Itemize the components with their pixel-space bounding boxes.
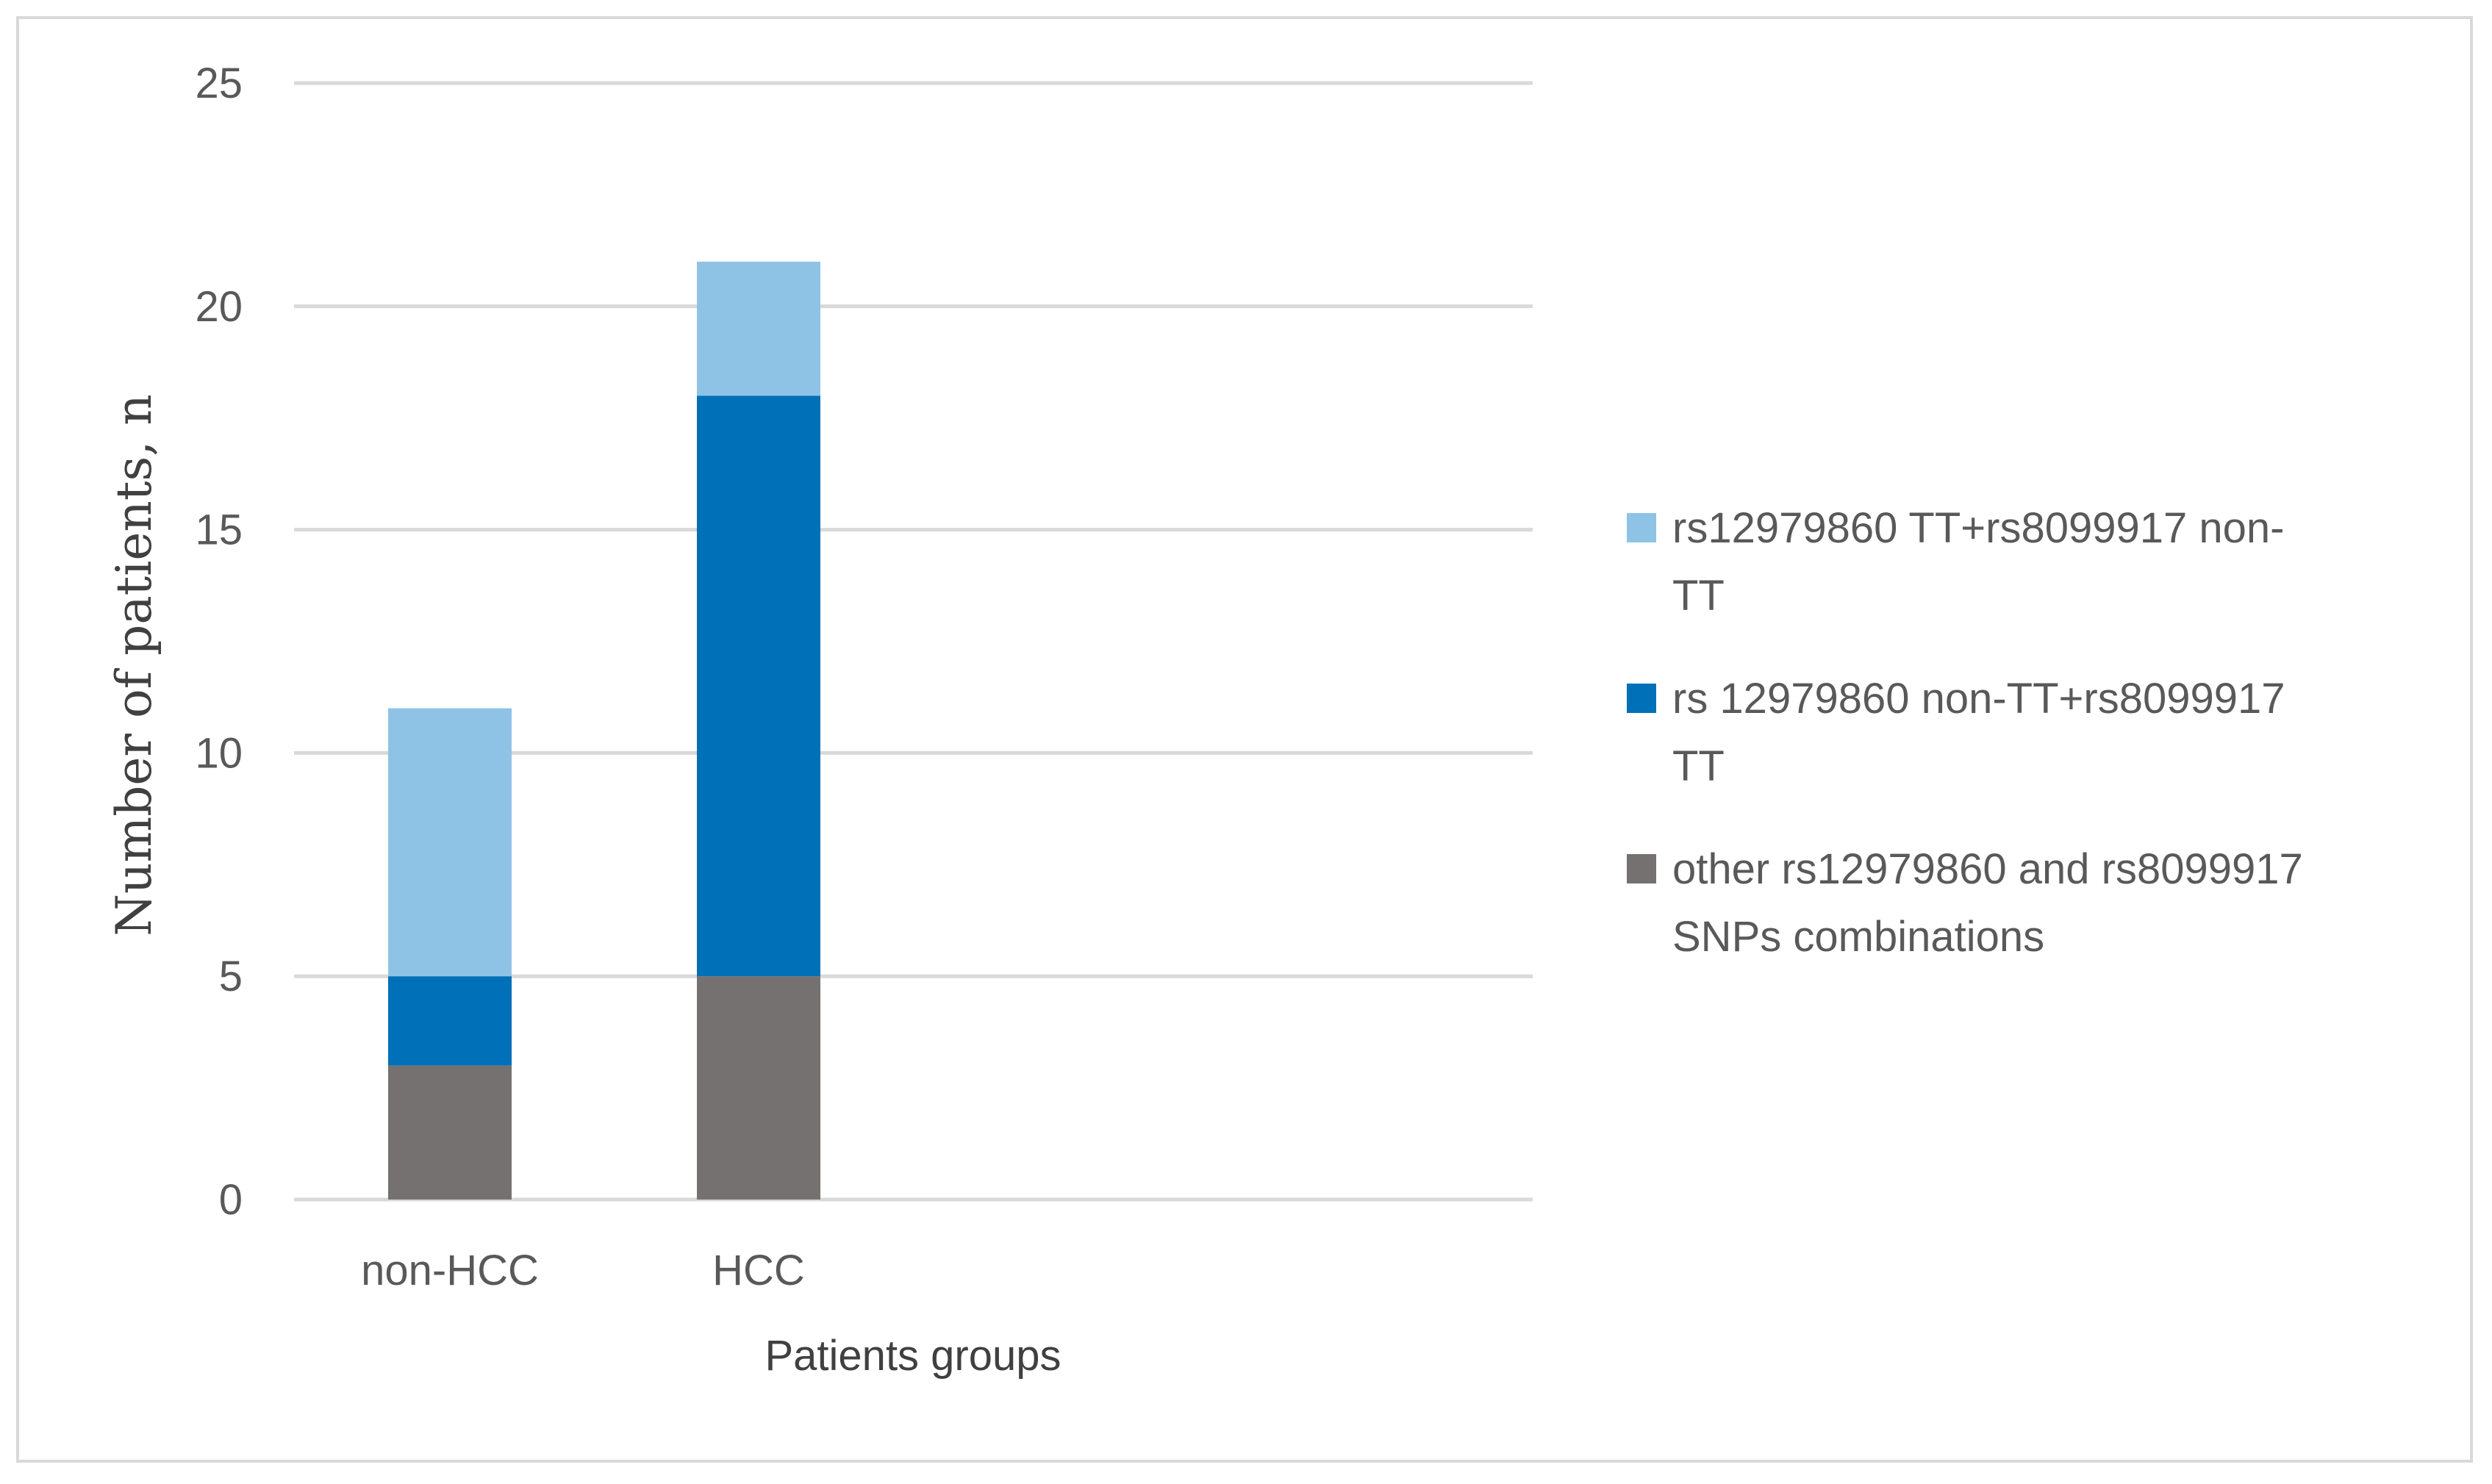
legend-swatch bbox=[1627, 513, 1656, 542]
y-tick-label: 0 bbox=[219, 1176, 243, 1224]
legend-label: SNPs combinations bbox=[1672, 913, 2044, 961]
bar-segment bbox=[697, 976, 820, 1200]
legend-label: TT bbox=[1672, 572, 1725, 620]
y-tick-label: 5 bbox=[219, 953, 243, 1000]
y-tick-label: 25 bbox=[195, 60, 243, 107]
legend-swatch bbox=[1627, 684, 1656, 713]
y-axis-title: Number of patients, n bbox=[106, 394, 162, 936]
bar-segment bbox=[388, 708, 512, 977]
bar-segment bbox=[388, 1065, 512, 1200]
y-axis-ticks: 0 5 10 15 20 25 bbox=[195, 60, 243, 1224]
bars bbox=[388, 262, 820, 1200]
legend-label: TT bbox=[1672, 742, 1725, 790]
legend-label: rs 12979860 non-TT+rs8099917 bbox=[1672, 675, 2285, 723]
bar-segment bbox=[697, 395, 820, 977]
y-tick-label: 15 bbox=[195, 506, 243, 554]
x-axis-title: Patients groups bbox=[765, 1332, 1061, 1380]
legend-swatch bbox=[1627, 854, 1656, 883]
y-tick-label: 10 bbox=[195, 729, 243, 777]
bar-segment bbox=[388, 976, 512, 1066]
legend-label: other rs12979860 and rs8099917 bbox=[1672, 845, 2303, 893]
x-axis-categories: non-HCC HCC bbox=[361, 1247, 805, 1294]
legend-label: rs12979860 TT+rs8099917 non- bbox=[1672, 504, 2284, 552]
x-category-label: non-HCC bbox=[361, 1247, 539, 1294]
bar-segment bbox=[697, 262, 820, 396]
y-tick-label: 20 bbox=[195, 283, 243, 331]
x-category-label: HCC bbox=[712, 1247, 805, 1294]
legend: rs12979860 TT+rs8099917 non- TT rs 1297986… bbox=[1627, 504, 2303, 961]
